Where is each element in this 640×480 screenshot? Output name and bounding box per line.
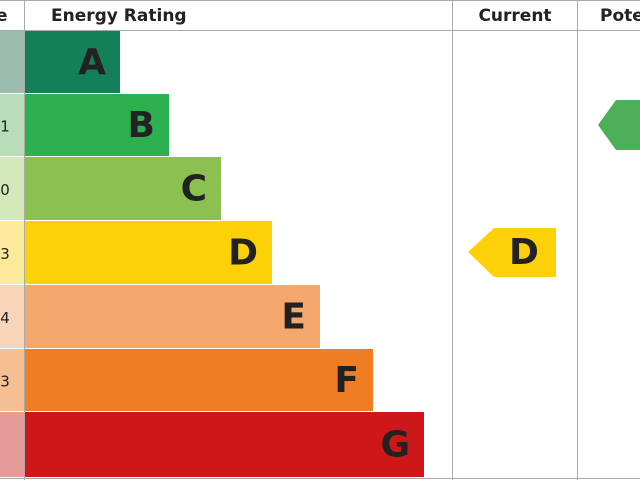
score-cell: [0, 285, 24, 348]
score-cell: [0, 412, 24, 477]
band-score: 3: [0, 373, 10, 391]
band-bar: [25, 285, 320, 348]
header-current: Current: [478, 6, 551, 26]
band-score: 3: [0, 245, 10, 263]
band-bar: [25, 221, 272, 284]
band-letter: B: [128, 105, 155, 146]
potential-arrow: [598, 100, 640, 150]
header-potential: Pote: [600, 6, 640, 26]
score-cell: [0, 349, 24, 411]
band-bar: [25, 94, 169, 156]
band-letter: G: [380, 425, 410, 466]
band-letter: F: [334, 360, 359, 401]
band-letter: D: [228, 233, 258, 274]
band-bar: [25, 31, 120, 93]
band-letter: C: [181, 169, 207, 210]
band-letter: A: [78, 42, 106, 83]
score-cell: [0, 157, 24, 220]
band-letter: E: [281, 297, 306, 338]
band-bar: [25, 157, 221, 220]
header-score: e: [0, 6, 8, 26]
band-score: 4: [0, 309, 10, 327]
score-cell: [0, 31, 24, 93]
band-score: 0: [0, 181, 10, 199]
current-letter: D: [509, 232, 539, 273]
score-cell: [0, 221, 24, 284]
band-bar: [25, 349, 373, 411]
current-arrow: [468, 228, 556, 277]
score-cell: [0, 94, 24, 156]
header-rating: Energy Rating: [51, 6, 187, 26]
band-bar: [25, 412, 424, 477]
band-score: 1: [0, 118, 10, 136]
